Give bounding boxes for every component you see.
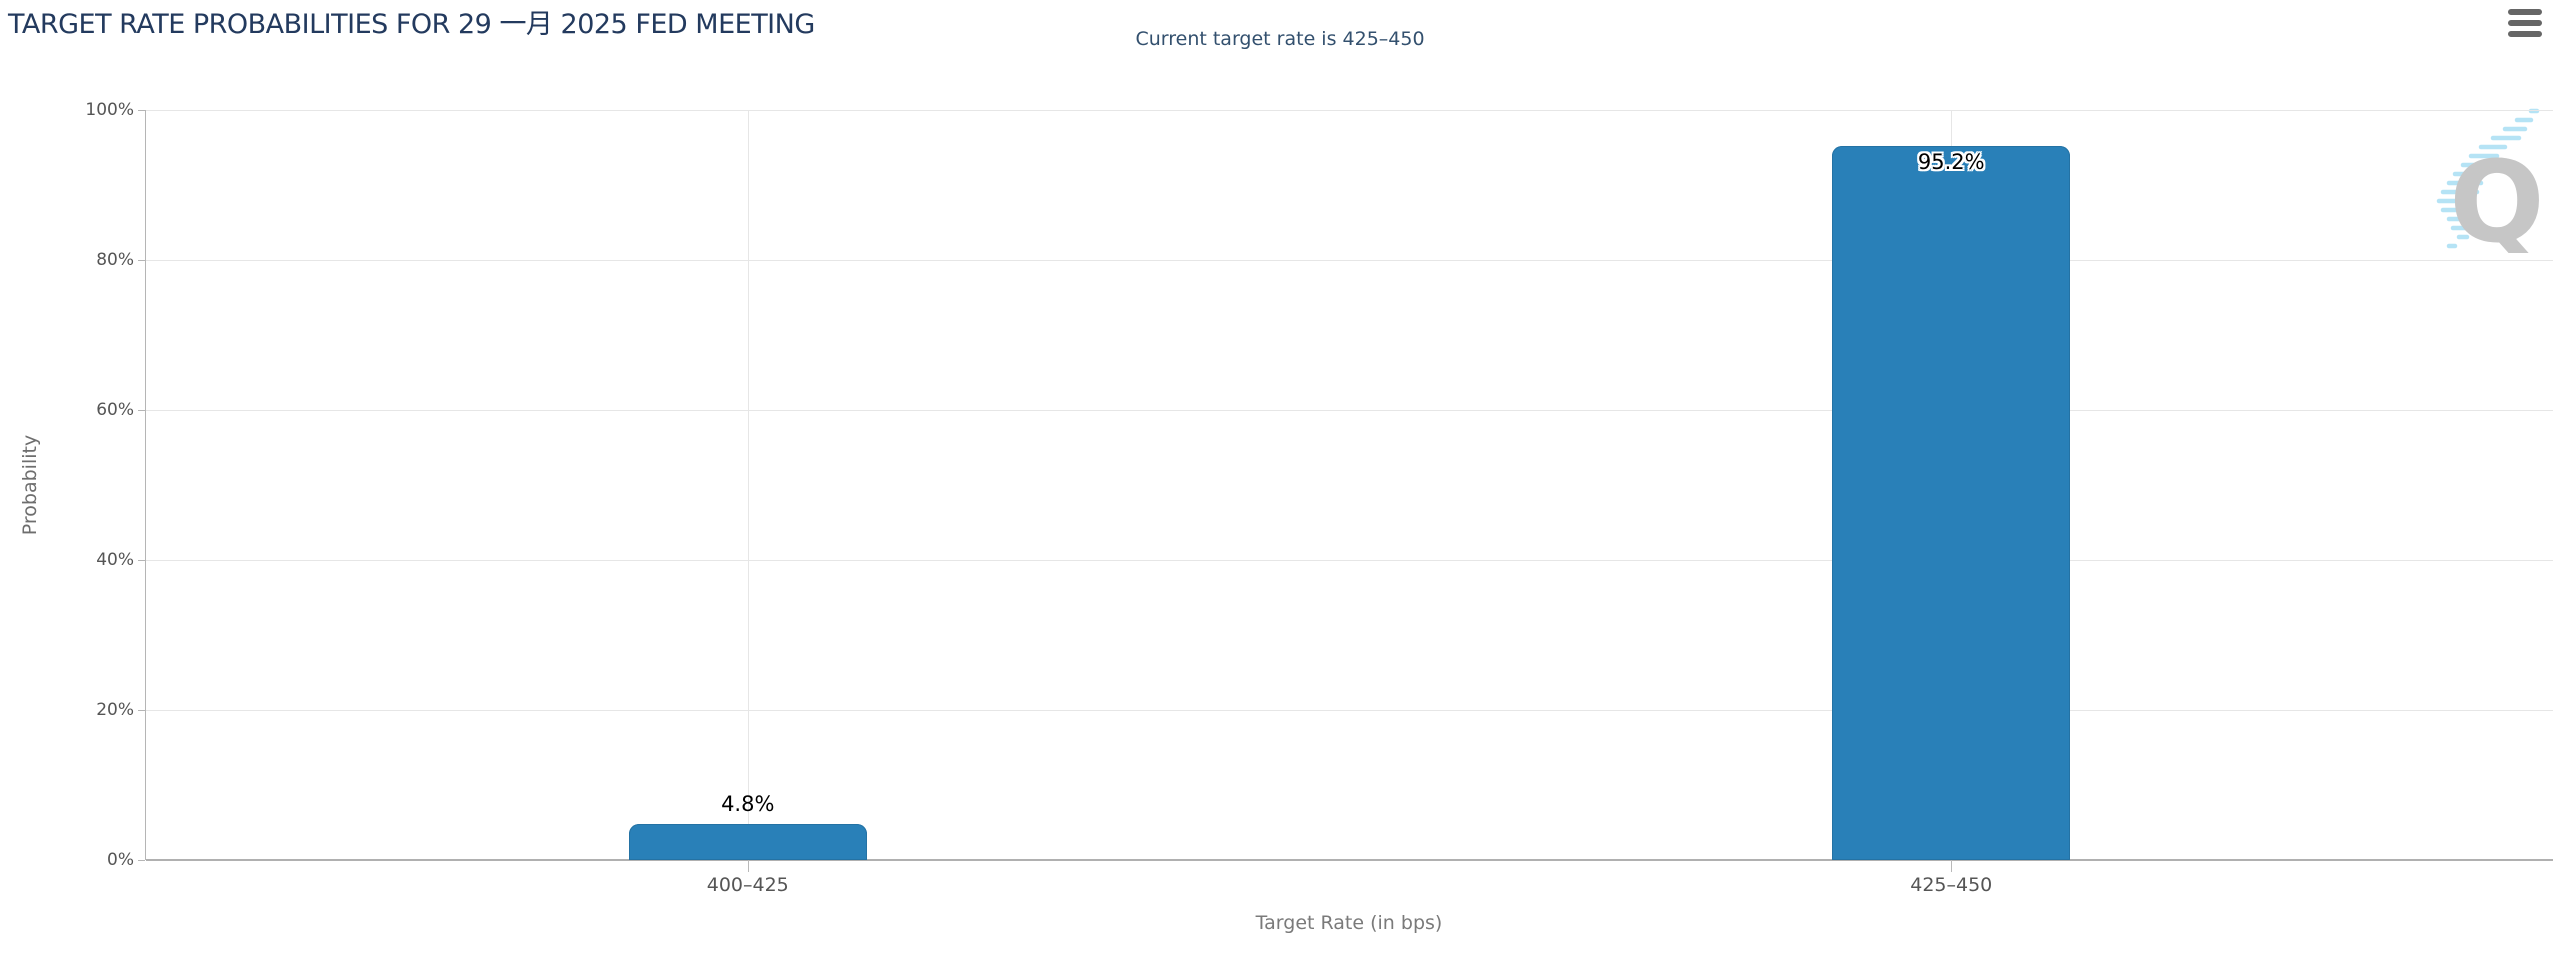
y-gridline-100 <box>146 110 2553 111</box>
bar-425–450[interactable] <box>1832 146 2071 860</box>
y-axis-tick <box>138 259 145 261</box>
bar-400–425[interactable] <box>628 824 867 860</box>
x-tick-label-425–450: 425–450 <box>1910 874 1993 896</box>
hamburger-menu-icon <box>2508 20 2542 26</box>
chart-context-menu-button[interactable] <box>2508 8 2544 38</box>
chart-subtitle: Current target rate is 425–450 <box>1135 28 1425 50</box>
y-tick-label-60%: 60% <box>96 400 134 420</box>
bar-value-label-400–425: 4.8% <box>721 792 775 816</box>
y-tick-label-80%: 80% <box>96 250 134 270</box>
watermark-q-letter: Q <box>2449 138 2544 253</box>
y-tick-label-100%: 100% <box>85 100 134 120</box>
y-axis-tick <box>138 559 145 561</box>
y-tick-label-20%: 20% <box>96 700 134 720</box>
chart-title: TARGET RATE PROBABILITIES FOR 29 一月 2025… <box>8 9 815 40</box>
y-gridline-40 <box>146 560 2553 561</box>
y-tick-label-40%: 40% <box>96 550 134 570</box>
y-tick-label-0%: 0% <box>107 850 134 870</box>
y-gridline-60 <box>146 410 2553 411</box>
y-axis-line <box>145 110 146 860</box>
x-axis-title: Target Rate (in bps) <box>1255 912 1443 934</box>
y-axis-tick <box>138 859 145 861</box>
hamburger-menu-icon <box>2508 31 2542 37</box>
y-axis-tick <box>138 109 145 111</box>
x-axis-tick <box>1951 860 1953 872</box>
plot-area: 0% 20% 40% 60% 80% 100% 4.8% 400–425 95.2% 425–45… <box>85 100 2553 896</box>
x-tick-label-400–425: 400–425 <box>706 874 789 896</box>
y-gridline-20 <box>146 710 2553 711</box>
x-gridline-400–425 <box>747 110 749 860</box>
bar-value-label-425–450: 95.2% <box>1917 150 1985 174</box>
y-axis-title: Probability <box>19 434 41 536</box>
hamburger-menu-icon <box>2508 9 2542 15</box>
quikstrike-watermark: Q <box>2425 103 2550 268</box>
y-gridline-80 <box>146 260 2553 261</box>
watermark-graphic: Q <box>2436 108 2545 268</box>
x-axis-tick <box>747 860 749 872</box>
y-axis-tick <box>138 409 145 411</box>
x-axis-line <box>146 859 2553 861</box>
y-axis-tick <box>138 709 145 711</box>
